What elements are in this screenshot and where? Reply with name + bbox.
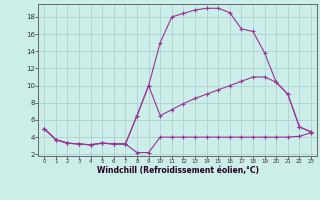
X-axis label: Windchill (Refroidissement éolien,°C): Windchill (Refroidissement éolien,°C) bbox=[97, 166, 259, 175]
